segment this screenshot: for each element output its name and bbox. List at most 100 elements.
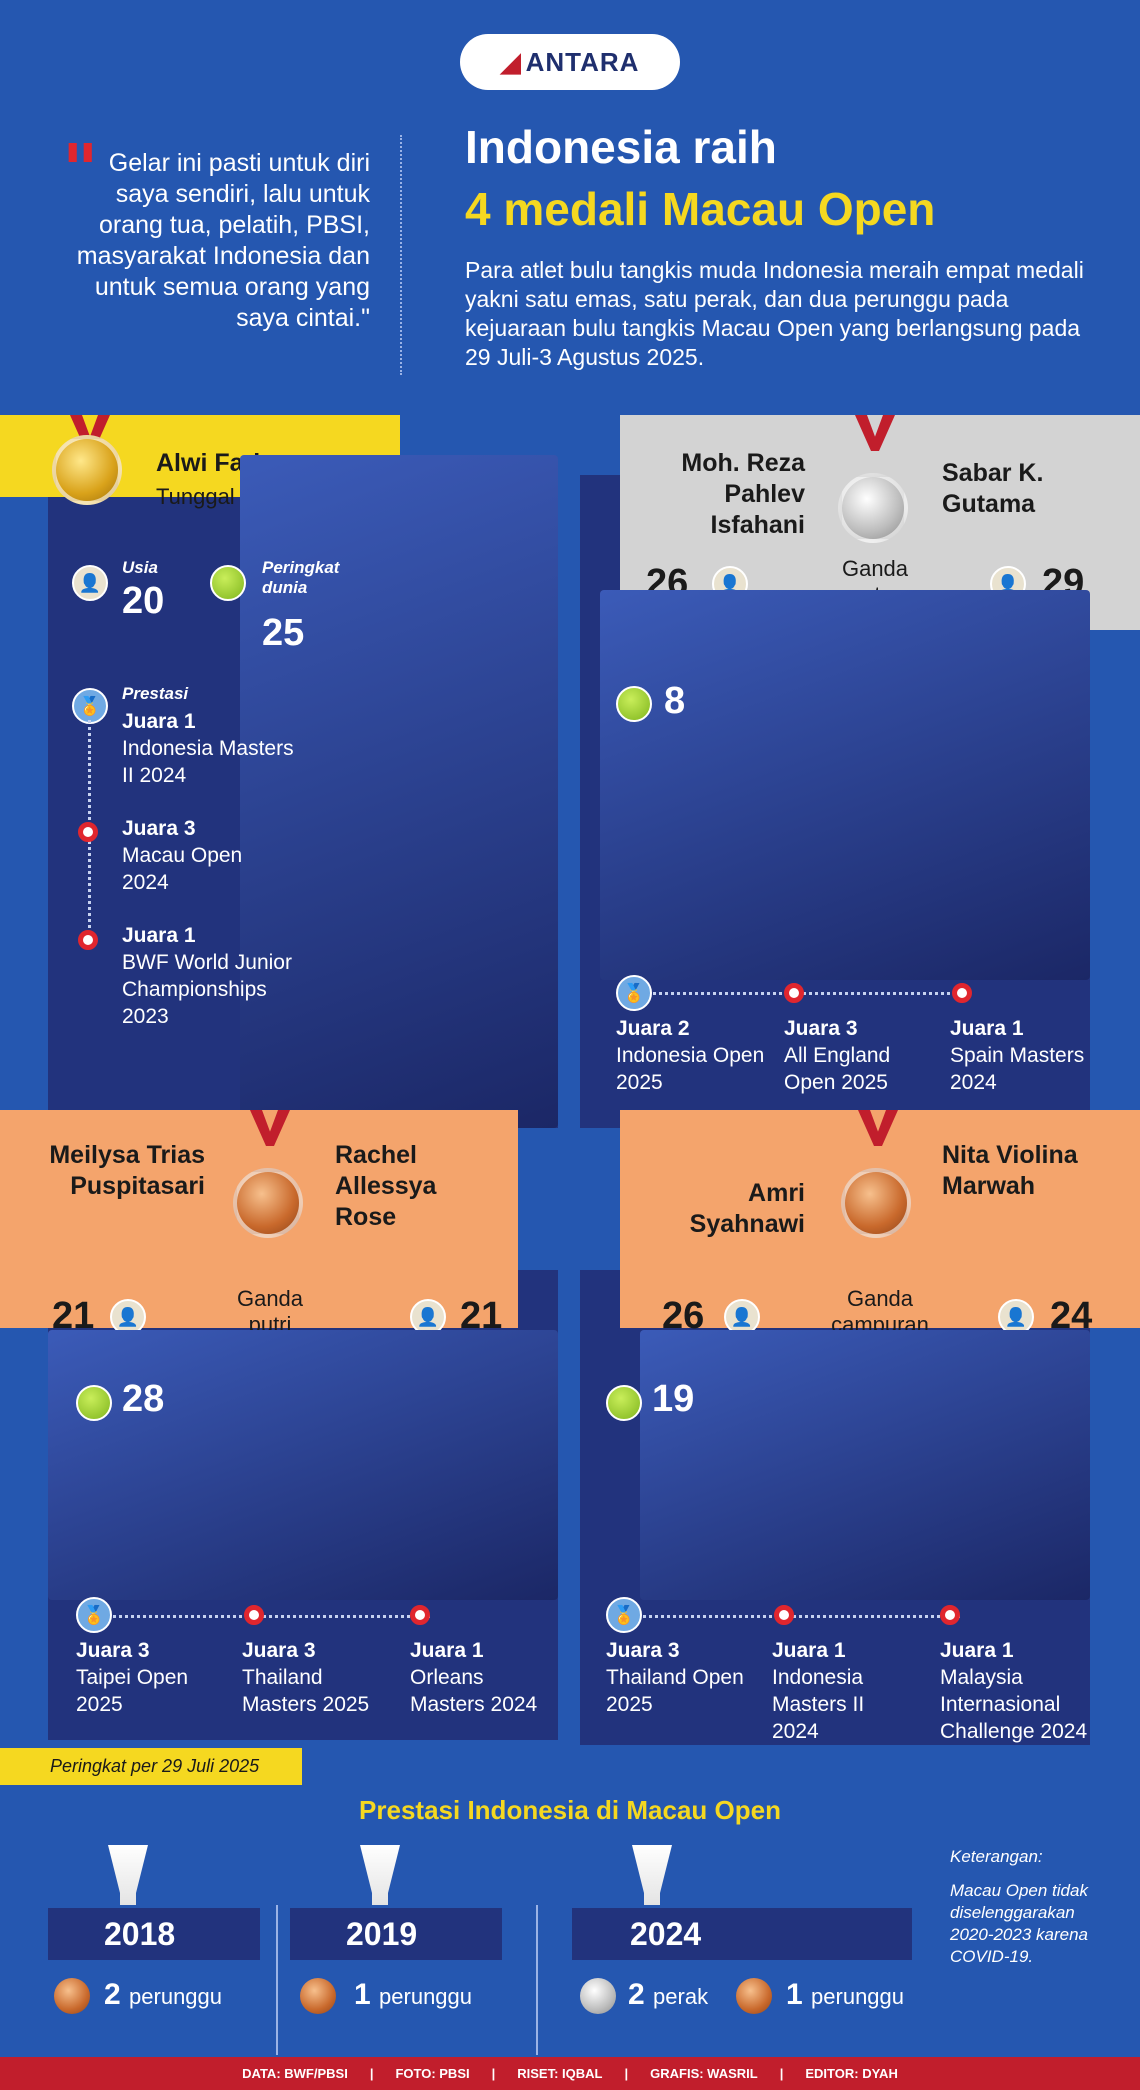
person-icon: 👤: [72, 565, 108, 601]
achievement: Juara 3 All England Open 2025: [784, 1015, 934, 1096]
medal-icon: 🏅: [606, 1597, 642, 1633]
dot-icon: [784, 983, 804, 1003]
photo-ganda-campuran: [640, 1330, 1090, 1600]
note-label: Keterangan:: [950, 1847, 1043, 1866]
ach-title: Juara 1: [122, 710, 196, 733]
medal-icon: 🏅: [76, 1597, 112, 1633]
dot-icon: [78, 822, 98, 842]
quote-text: Gelar ini pasti untuk diri saya sendiri,…: [76, 149, 370, 332]
bronze-medal-icon: [233, 1168, 303, 1238]
dot-icon: [244, 1605, 264, 1625]
globe-icon: [210, 565, 246, 601]
ach-title: Juara 3: [76, 1639, 150, 1662]
bronze-medal-icon: [300, 1978, 336, 2014]
timeline: [100, 1615, 430, 1618]
ach-title: Juara 3: [606, 1639, 680, 1662]
ach-desc: Orleans Masters 2024: [410, 1666, 538, 1716]
globe-icon: [606, 1385, 642, 1421]
dot-icon: [774, 1605, 794, 1625]
shuttlecock-icon: [360, 1845, 400, 1905]
player-name: Amri Syahnawi: [689, 1179, 805, 1238]
photo-ganda-putri: [48, 1330, 558, 1600]
count: 2: [104, 1978, 121, 2011]
divider: [276, 1905, 278, 2055]
shuttlecock-icon: [632, 1845, 672, 1905]
credit: EDITOR: DYAH: [805, 2066, 898, 2081]
ach-desc: BWF World Junior Championships 2023: [122, 951, 292, 1028]
photo-alwi-farhan: [240, 455, 558, 1128]
dot-icon: [78, 930, 98, 950]
achievement: Juara 3 Thailand Masters 2025: [242, 1637, 392, 1718]
rank: 28: [122, 1378, 165, 1420]
achievement: Juara 1 Indonesia Masters II 2024: [772, 1637, 902, 1745]
year-2024: 2024: [572, 1908, 912, 1960]
person-icon: 👤: [724, 1299, 760, 1335]
count-label: perunggu: [811, 1984, 905, 2009]
silver-medal-icon: [838, 473, 908, 543]
count-label: perunggu: [379, 1984, 473, 2009]
gold-medal-icon: [52, 435, 122, 505]
ach-desc: Macau Open 2024: [122, 844, 243, 894]
shuttlecock-icon: [108, 1845, 148, 1905]
medal-icon: 🏅: [72, 688, 108, 724]
medal-count: 2 perak: [628, 1978, 708, 2012]
medal-icon: 🏅: [616, 975, 652, 1011]
player-name: Rachel Allessya Rose: [335, 1141, 437, 1231]
divider: [400, 135, 402, 375]
divider: [536, 1905, 538, 2055]
ach-title: Juara 3: [784, 1017, 858, 1040]
age-label: Usia: [122, 558, 158, 577]
dot-icon: [410, 1605, 430, 1625]
ach-title: Juara 3: [242, 1639, 316, 1662]
achievements-label: Prestasi: [122, 684, 189, 703]
intro-text: Para atlet bulu tangkis muda Indonesia m…: [465, 257, 1084, 370]
medal-count: 1 perunggu: [786, 1978, 904, 2012]
achievement: Juara 3 Taipei Open 2025: [76, 1637, 226, 1718]
credit: GRAFIS: WASRIL: [650, 2066, 758, 2081]
medal-count: 2 perunggu: [104, 1978, 222, 2012]
achievement: Juara 1 BWF World Junior Championships 20…: [122, 922, 302, 1030]
silver-medal-icon: [580, 1978, 616, 2014]
ach-title: Juara 1: [122, 924, 196, 947]
ach-desc: Spain Masters 2024: [950, 1044, 1085, 1094]
count-label: perunggu: [129, 1984, 223, 2009]
ach-title: Juara 1: [772, 1639, 846, 1662]
achievement: Juara 2 Indonesia Open 2025: [616, 1015, 766, 1096]
title-line2: 4 medali Macau Open: [465, 183, 936, 235]
age: 20: [122, 580, 165, 622]
dot-icon: [940, 1605, 960, 1625]
achievement: Juara 1 Malaysia Internasional Challenge …: [940, 1637, 1090, 1745]
credit: RISET: IQBAL: [517, 2066, 603, 2081]
count: 1: [354, 1978, 371, 2011]
bronze-medal-icon: [736, 1978, 772, 2014]
count-label: perak: [653, 1984, 709, 2009]
ach-title: Juara 2: [616, 1017, 690, 1040]
rank: 19: [652, 1378, 695, 1420]
player-name: Meilysa Trias Puspitasari: [49, 1141, 205, 1200]
achievement: Juara 3 Thailand Open 2025: [606, 1637, 756, 1718]
achievement: Juara 1 Spain Masters 2024: [950, 1015, 1100, 1096]
ach-desc: Thailand Masters 2025: [242, 1666, 370, 1716]
ach-desc: Indonesia Masters II 2024: [772, 1666, 865, 1743]
player-name: Moh. Reza Pahlev Isfahani: [681, 449, 805, 539]
ach-desc: Thailand Open 2025: [606, 1666, 744, 1716]
globe-icon: [616, 686, 652, 722]
year-2018: 2018: [48, 1908, 260, 1960]
title-line1: Indonesia raih: [465, 121, 777, 173]
ach-title: Juara 1: [410, 1639, 484, 1662]
achievement: Juara 1 Orleans Masters 2024: [410, 1637, 560, 1718]
rank-note: Peringkat per 29 Juli 2025: [0, 1748, 302, 1785]
credits-footer: DATA: BWF/PBSI | FOTO: PBSI | RISET: IQBAL…: [0, 2057, 1140, 2090]
medal-count: 1 perunggu: [354, 1978, 472, 2012]
person-icon: 👤: [110, 1299, 146, 1335]
timeline: [630, 1615, 960, 1618]
achievement: Juara 1 Indonesia Masters II 2024: [122, 708, 302, 789]
timeline: [640, 992, 970, 995]
note-text: Macau Open tidak diselenggarakan 2020-20…: [950, 1881, 1089, 1966]
rank-label: Peringkat dunia: [262, 558, 340, 597]
ach-desc: Taipei Open 2025: [76, 1666, 189, 1716]
ach-desc: All England Open 2025: [784, 1044, 891, 1094]
bronze-medal-icon: [841, 1168, 911, 1238]
antara-logo: ◢ ANTARA: [460, 34, 680, 90]
quote-mark-icon: ": [62, 128, 99, 211]
